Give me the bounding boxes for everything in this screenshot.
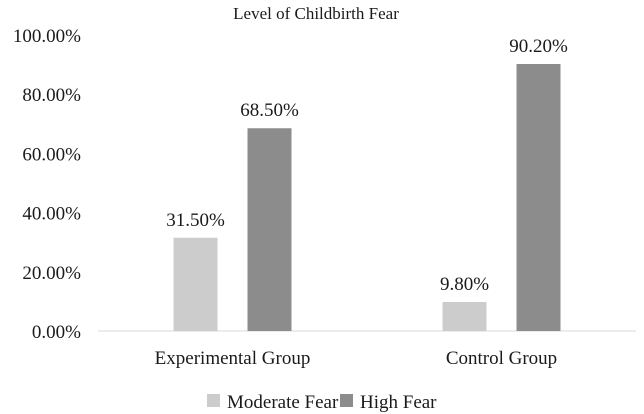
bar-moderate-fear [442, 301, 487, 331]
bars [173, 64, 561, 332]
y-tick-label: 20.00% [22, 263, 81, 284]
category-label: Experimental Group [155, 348, 311, 369]
legend-label: Moderate Fear [227, 392, 339, 413]
x-axis-category-labels: Experimental Group Control Group [155, 348, 558, 369]
data-label: 68.50% [240, 100, 299, 121]
legend: Moderate Fear High Fear [207, 392, 437, 413]
data-label: 90.20% [509, 36, 568, 57]
data-labels: 31.50% 68.50% 9.80% 90.20% [166, 36, 568, 295]
bar-moderate-fear [173, 237, 218, 331]
data-label: 31.50% [166, 210, 225, 231]
category-label: Control Group [446, 348, 557, 369]
legend-swatch [207, 394, 220, 407]
chart-title: Level of Childbirth Fear [233, 4, 399, 23]
y-tick-label: 80.00% [22, 85, 81, 106]
data-label: 9.80% [440, 274, 489, 295]
y-tick-label: 40.00% [22, 204, 81, 225]
y-tick-label: 100.00% [13, 26, 81, 47]
y-tick-label: 0.00% [32, 322, 81, 343]
bar-high-fear [247, 128, 292, 331]
legend-label: High Fear [360, 392, 437, 413]
y-tick-label: 60.00% [22, 144, 81, 165]
bar-high-fear [516, 64, 561, 332]
legend-swatch [340, 394, 353, 407]
y-axis-tick-labels: 0.00% 20.00% 40.00% 60.00% 80.00% 100.00% [13, 26, 81, 343]
